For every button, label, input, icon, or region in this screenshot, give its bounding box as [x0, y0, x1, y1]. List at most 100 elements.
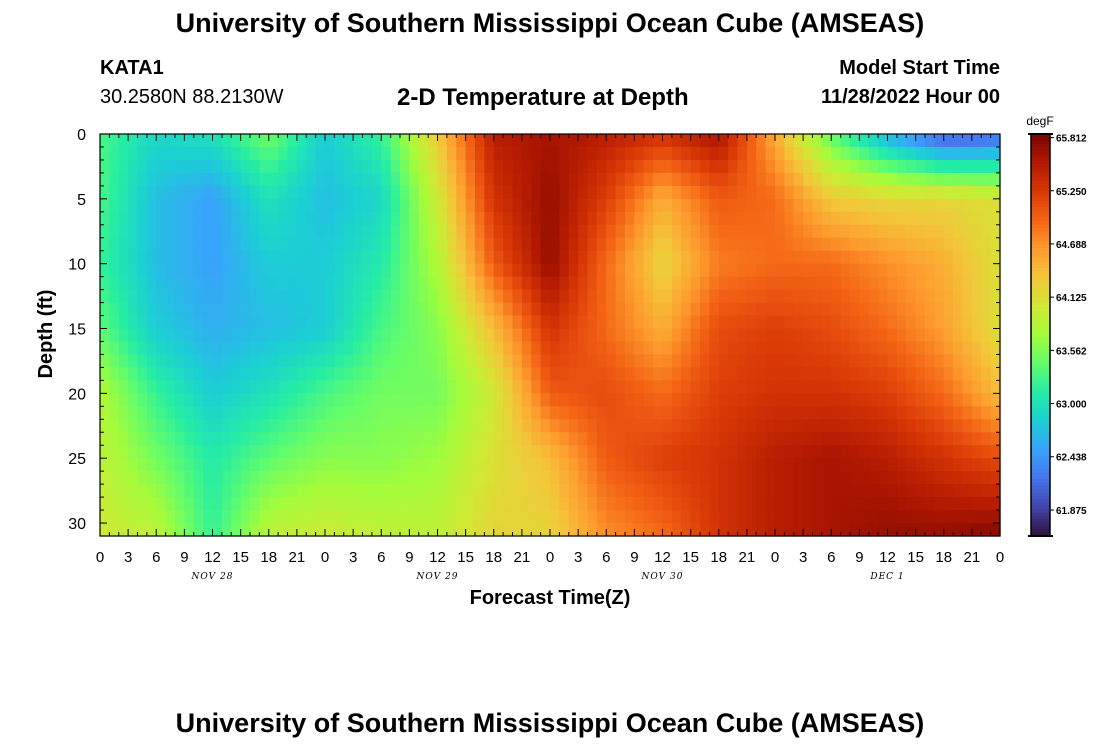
heatmap-cell	[512, 146, 523, 161]
heatmap-cell	[184, 134, 195, 148]
heatmap-cell	[521, 523, 532, 537]
colorbar-segment	[1031, 274, 1050, 279]
heatmap-cell	[765, 134, 776, 148]
heatmap-cell	[400, 458, 410, 472]
heatmap-cell	[784, 276, 795, 291]
heatmap-cell	[268, 328, 279, 343]
heatmap-cell	[493, 354, 504, 369]
heatmap-cell	[456, 289, 467, 304]
heatmap-cell	[803, 185, 814, 200]
heatmap-cell	[887, 250, 898, 265]
heatmap-cell	[231, 328, 242, 343]
heatmap-cell	[906, 159, 917, 174]
heatmap-cell	[690, 471, 701, 485]
heatmap-cell	[868, 497, 879, 511]
heatmap-cell	[653, 211, 664, 226]
heatmap-cell	[915, 445, 926, 459]
heatmap-cell	[325, 250, 335, 265]
heatmap-cell	[925, 367, 935, 381]
heatmap-cell	[793, 419, 804, 433]
heatmap-cell	[718, 185, 729, 200]
heatmap-cell	[981, 523, 992, 537]
heatmap-cell	[831, 380, 842, 394]
heatmap-cell	[737, 289, 748, 304]
heatmap-cell	[521, 445, 532, 459]
heatmap-cell	[559, 367, 570, 381]
day-label: NOV 30	[641, 572, 684, 582]
heatmap-cell	[409, 497, 420, 511]
heatmap-cell	[550, 263, 560, 278]
heatmap-cell	[475, 354, 485, 369]
heatmap-cell	[850, 302, 860, 317]
heatmap-cell	[831, 211, 842, 226]
heatmap-cell	[221, 198, 232, 213]
heatmap-cell	[728, 380, 739, 394]
heatmap-cell	[390, 406, 401, 420]
heatmap-cell	[578, 419, 589, 433]
x-tick-label: 6	[152, 549, 160, 566]
heatmap-cell	[943, 380, 954, 394]
colorbar-segment	[1031, 365, 1050, 370]
heatmap-cell	[334, 380, 345, 394]
heatmap-cell	[221, 289, 232, 304]
heatmap-cell	[859, 432, 870, 446]
heatmap-cell	[493, 406, 504, 420]
heatmap-cell	[878, 172, 889, 187]
heatmap-cell	[934, 458, 945, 472]
heatmap-cell	[493, 198, 504, 213]
heatmap-cell	[737, 134, 748, 148]
heatmap-cell	[165, 523, 176, 537]
heatmap-cell	[268, 198, 279, 213]
heatmap-cell	[803, 198, 814, 213]
heatmap-cell	[240, 302, 251, 317]
heatmap-cell	[156, 185, 167, 200]
heatmap-cell	[128, 523, 139, 537]
heatmap-cell	[325, 134, 335, 148]
heatmap-cell	[550, 237, 560, 252]
heatmap-cell	[906, 445, 917, 459]
heatmap-cell	[812, 250, 823, 265]
heatmap-cell	[681, 146, 692, 161]
colorbar-segment	[1031, 328, 1050, 333]
heatmap-cell	[681, 263, 692, 278]
heatmap-cell	[456, 263, 467, 278]
heatmap-cell	[906, 328, 917, 343]
heatmap-cell	[100, 471, 110, 485]
heatmap-cell	[203, 406, 214, 420]
heatmap-cell	[896, 263, 907, 278]
heatmap-cell	[578, 484, 589, 498]
heatmap-cell	[137, 393, 148, 407]
heatmap-cell	[390, 367, 401, 381]
heatmap-cell	[943, 367, 954, 381]
heatmap-cell	[953, 445, 964, 459]
heatmap-cell	[934, 302, 945, 317]
heatmap-cell	[287, 224, 298, 239]
heatmap-cell	[896, 484, 907, 498]
heatmap-cell	[653, 393, 664, 407]
heatmap-cell	[100, 289, 110, 304]
heatmap-cell	[231, 341, 242, 356]
colorbar-segment	[1031, 147, 1050, 152]
heatmap-cell	[671, 341, 682, 356]
heatmap-cell	[896, 211, 907, 226]
heatmap-cell	[334, 471, 345, 485]
heatmap-cell	[850, 224, 860, 239]
heatmap-cell	[718, 523, 729, 537]
heatmap-cell	[962, 419, 973, 433]
heatmap-cell	[287, 134, 298, 148]
heatmap-cell	[446, 237, 457, 252]
heatmap-cell	[409, 341, 420, 356]
heatmap-cell	[634, 354, 645, 369]
heatmap-cell	[643, 185, 654, 200]
heatmap-cell	[615, 328, 626, 343]
heatmap-cell	[400, 406, 410, 420]
heatmap-cell	[109, 198, 120, 213]
colorbar-segment	[1031, 197, 1050, 202]
colorbar-segment	[1031, 284, 1050, 289]
heatmap-cell	[606, 328, 617, 343]
heatmap-cell	[512, 393, 523, 407]
colorbar-segment	[1031, 281, 1050, 286]
heatmap-cell	[756, 471, 767, 485]
heatmap-cell	[193, 471, 204, 485]
heatmap-cell	[831, 432, 842, 446]
